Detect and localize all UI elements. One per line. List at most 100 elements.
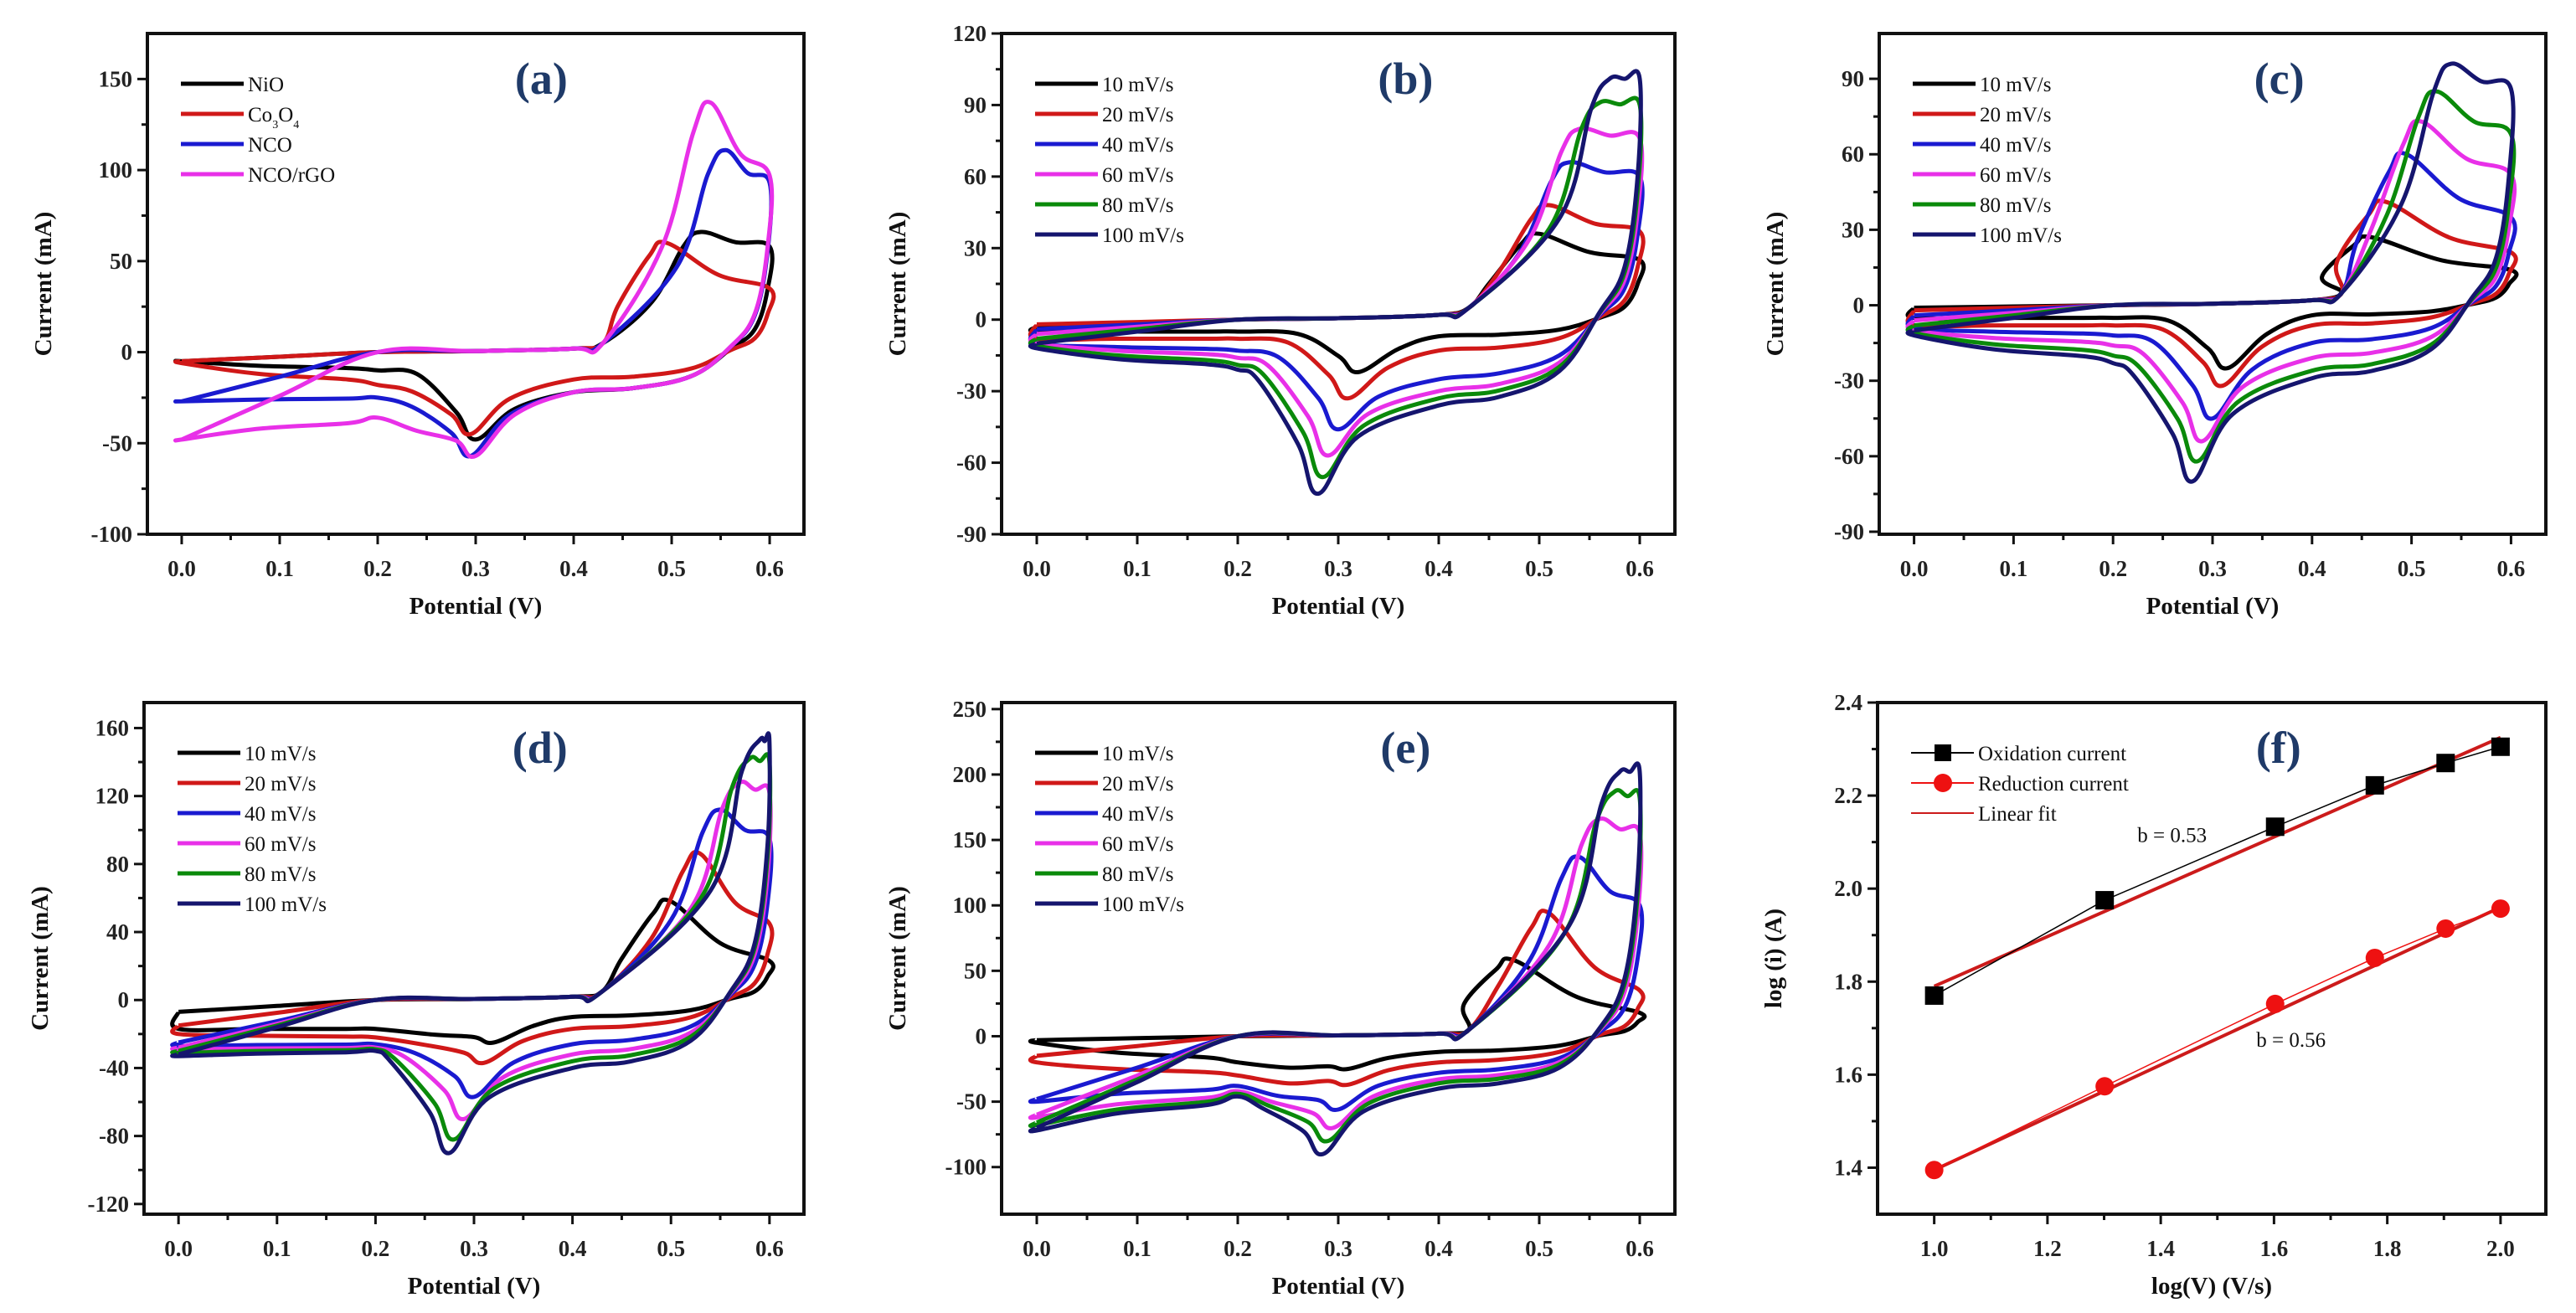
y-tick-label: 2.4 [1834,690,1862,715]
legend-subscript: 3 [272,119,278,131]
legend: 10 mV/s 20 mV/s 40 mV/s 60 mV/s 80 mV/s 100 m… [178,743,327,916]
panel-c: 0.0 0.1 0.2 0.3 0.4 0.5 0.6 -90 -60 -30 0 30 60 90 Pot… [1762,32,2548,620]
cv-curve-nco-rgo [173,100,775,459]
x-tick-label: 0.4 [559,556,588,581]
legend-label: 60 mV/s [1102,833,1173,856]
x-tick-label: 0.2 [363,556,392,581]
legend-item: Linear fit [1911,803,2057,826]
legend-label: 10 mV/s [1980,74,2051,96]
x-tick-label: 1.2 [2033,1236,2062,1261]
y-tick-label: 100 [953,893,987,918]
legend-item: 40 mV/s [1035,803,1173,826]
y-axis-title: Current (mA) [27,886,54,1031]
x-tick-label: 0.1 [2000,556,2028,581]
y-tick-label: -40 [99,1055,129,1080]
legend-label: 40 mV/s [1980,134,2051,157]
x-tick-label: 0.1 [1123,1236,1151,1261]
data-point-square [2095,891,2115,910]
legend-marker-circle [1934,774,1952,792]
legend-label: 60 mV/s [1980,164,2051,187]
legend-label: 40 mV/s [245,803,316,826]
legend-label: 20 mV/s [1102,104,1173,126]
legend-item: 20 mV/s [178,773,316,796]
legend-item: 80 mV/s [1913,194,2051,217]
panel-b: 0.0 0.1 0.2 0.3 0.4 0.5 0.6 -90 -60 -30 0 30 60 90 120… [884,21,1677,620]
data-point-circle [2365,948,2384,967]
legend-item: 60 mV/s [1913,164,2051,187]
y-tick-label: 60 [1842,142,1864,167]
panel-d: 0.0 0.1 0.2 0.3 0.4 0.5 0.6 -120 -80 -40 0 40 80 120 1… [27,701,806,1300]
data-point-circle [1924,1161,1944,1180]
panel-e: 0.0 0.1 0.2 0.3 0.4 0.5 0.6 -100 -50 0 50 100 150 200… [884,697,1677,1300]
x-axis-title: Potential (V) [1272,593,1405,620]
legend-label: NiO [248,74,284,96]
y-tick-label: 50 [964,958,987,983]
x-tick-label: 0.4 [1425,556,1453,581]
legend-item: 10 mV/s [1035,74,1173,96]
y-tick-label: 250 [953,697,987,722]
legend-label: 10 mV/s [245,743,316,765]
legend-item: Oxidation current [1911,743,2126,765]
legend-item: 60 mV/s [178,833,316,856]
x-tick-label: 1.8 [2373,1236,2402,1261]
y-tick-label: 60 [964,164,987,189]
x-tick-label: 0.0 [1023,1236,1051,1261]
x-tick-label: 0.2 [1224,556,1252,581]
y-tick-label: -90 [956,522,987,547]
legend-item: 80 mV/s [178,863,316,886]
legend-label: 20 mV/s [1102,773,1173,796]
legend-item: 100 mV/s [1035,224,1184,247]
y-tick-label: 30 [964,235,987,260]
legend-item: Reduction current [1911,773,2129,796]
x-tick-label: 0.5 [657,556,686,581]
slope-annotation: b = 0.53 [2137,825,2207,847]
x-tick-label: 0.1 [1123,556,1151,581]
linear-fit-line [1933,905,2501,1172]
legend-item: 20 mV/s [1035,773,1173,796]
legend-label: 10 mV/s [1102,743,1173,765]
y-tick-label: 0 [1853,293,1865,318]
x-tick-label: 0.0 [1900,556,1929,581]
x-tick-label: 0.1 [263,1236,291,1261]
x-axis-title: log(V) (V/s) [2151,1273,2272,1300]
cv-curve-100-mv-s [170,731,772,1156]
plot-frame [142,701,806,1216]
y-axis-title: Current (mA) [884,212,911,357]
legend-label: 20 mV/s [1980,104,2051,126]
y-tick-label: 160 [95,715,130,740]
x-tick-label: 0.4 [1425,1236,1453,1261]
legend-item: 20 mV/s [1035,104,1173,126]
legend-label: Co3O4 [248,104,299,131]
legend-label: 40 mV/s [1102,803,1173,826]
y-tick-label: 0 [121,340,133,365]
y-tick-label: 100 [99,157,133,183]
x-tick-label: 0.0 [164,1236,193,1261]
plot-frame [1876,701,2548,1216]
panel-label: (c) [2254,54,2305,104]
x-tick-label: 0.6 [1625,1236,1654,1261]
data-point-square [2265,817,2285,837]
panel-label: (d) [513,723,568,773]
data-point-square [2436,754,2455,773]
y-axis-title: Current (mA) [1762,212,1789,357]
cv-curve-nio [173,229,775,442]
x-tick-label: 0.4 [2298,556,2326,581]
legend-item: 10 mV/s [1913,74,2051,96]
y-tick-label: -30 [956,378,987,404]
x-tick-label: 0.3 [2198,556,2227,581]
y-tick-label: 1.6 [1834,1062,1862,1087]
y-tick-label: 150 [99,66,133,91]
y-tick-label: -100 [91,522,133,547]
data-point-square [2365,775,2384,795]
x-tick-label: 0.5 [2398,556,2426,581]
legend-item: 10 mV/s [178,743,316,765]
y-tick-label: 200 [953,762,987,787]
plot-frame [146,32,806,536]
panel-label: (e) [1380,723,1430,773]
x-tick-label: 0.3 [1324,556,1352,581]
legend-label: Oxidation current [1978,743,2126,765]
y-tick-label: -30 [1834,368,1864,394]
y-tick-label: 1.4 [1834,1155,1862,1180]
legend-label: 100 mV/s [1980,224,2062,247]
